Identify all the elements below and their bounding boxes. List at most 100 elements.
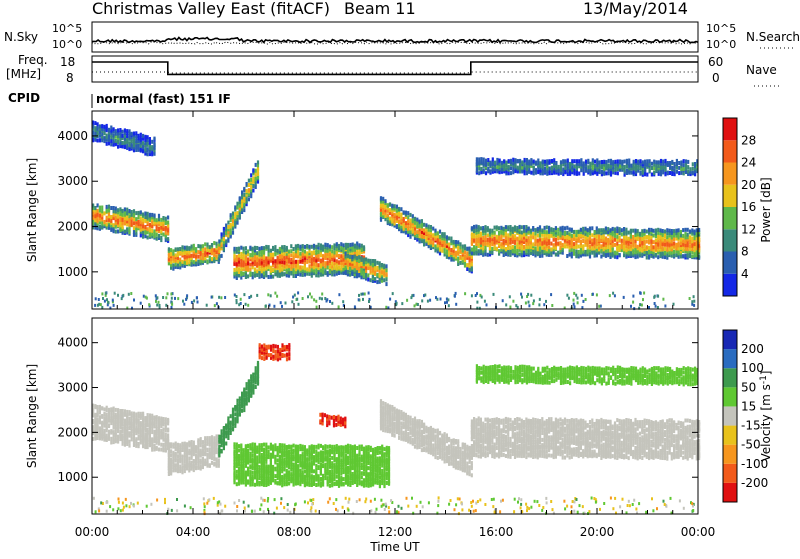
scatter-cell <box>156 415 158 419</box>
scatter-cell <box>186 294 188 297</box>
scatter-cell <box>360 256 362 260</box>
noise-left-tick-top: 10^5 <box>52 22 82 35</box>
scatter-cell <box>628 162 630 166</box>
scatter-cell <box>594 164 596 168</box>
scatter-cell <box>131 132 133 136</box>
scatter-cell <box>181 260 183 264</box>
scatter-cell <box>539 161 541 165</box>
scatter-cell <box>416 224 418 228</box>
scatter-cell <box>94 214 96 218</box>
scatter-cell <box>218 254 220 258</box>
scatter-cell <box>421 299 423 302</box>
scatter-cell <box>223 227 225 231</box>
scatter-cell <box>110 429 112 433</box>
scatter-cell <box>354 244 356 248</box>
scatter-cell <box>221 429 223 433</box>
scatter-cell <box>122 134 124 138</box>
scatter-cell <box>110 219 112 223</box>
scatter-cell <box>621 242 623 246</box>
scatter-cell <box>682 254 684 258</box>
scatter-cell <box>651 173 653 177</box>
scatter-cell <box>617 159 619 163</box>
scatter-cell <box>591 247 593 251</box>
scatter-cell <box>494 226 496 230</box>
scatter-cell <box>473 225 475 229</box>
scatter-cell <box>560 160 562 164</box>
scatter-cell <box>416 218 418 222</box>
scatter-cell <box>142 213 144 217</box>
scatter-cell <box>135 437 137 441</box>
scatter-cell <box>372 269 374 273</box>
scatter-cell <box>171 297 173 300</box>
scatter-cell <box>223 426 225 430</box>
scatter-cell <box>257 167 259 171</box>
scatter-cell <box>523 225 525 229</box>
scatter-cell <box>455 303 457 306</box>
scatter-cell <box>481 296 483 299</box>
scatter-cell <box>666 248 668 252</box>
scatter-cell <box>653 240 655 244</box>
scatter-cell <box>396 205 398 209</box>
scatter-cell <box>575 230 577 234</box>
scatter-cell <box>128 431 130 435</box>
scatter-cell <box>122 427 124 431</box>
scatter-cell <box>153 137 155 141</box>
scatter-cell <box>600 228 602 232</box>
scatter-cell <box>128 228 130 232</box>
scatter-cell <box>204 459 206 463</box>
scatter-cell <box>537 170 539 174</box>
scatter-cell <box>309 293 311 296</box>
scatter-cell <box>206 436 208 440</box>
scatter-cell <box>145 296 147 299</box>
scatter-cell <box>471 262 473 266</box>
scatter-cell <box>138 211 140 215</box>
scatter-cell <box>619 165 621 169</box>
scatter-cell <box>256 257 258 261</box>
scatter-cell <box>197 260 199 264</box>
power-colorbar-label: Power [dB] <box>759 177 773 242</box>
scatter-cell <box>489 161 491 165</box>
scatter-cell <box>256 269 258 273</box>
scatter-cell <box>162 435 164 439</box>
scatter-cell <box>659 241 661 245</box>
scatter-cell <box>184 261 186 265</box>
scatter-cell <box>188 461 190 465</box>
colorbar-swatch <box>723 274 737 296</box>
scatter-cell <box>160 226 162 230</box>
scatter-cell <box>385 272 387 276</box>
scatter-cell <box>313 244 315 248</box>
scatter-cell <box>691 237 693 241</box>
scatter-cell <box>225 442 227 446</box>
scatter-cell <box>233 254 235 258</box>
scatter-cell <box>202 457 204 461</box>
scatter-cell <box>603 160 605 164</box>
scatter-cell <box>664 305 666 308</box>
scatter-cell <box>475 225 477 229</box>
scatter-cell <box>200 465 202 469</box>
scatter-cell <box>115 139 117 143</box>
scatter-cell <box>466 247 468 251</box>
scatter-cell <box>234 212 236 216</box>
scatter-cell <box>122 141 124 145</box>
scatter-cell <box>538 303 540 306</box>
scatter-cell <box>110 414 112 418</box>
scatter-cell <box>327 243 329 247</box>
scatter-cell <box>510 166 512 170</box>
scatter-cell <box>345 243 347 247</box>
scatter-cell <box>619 159 621 163</box>
scatter-cell <box>290 249 292 253</box>
scatter-cell <box>170 458 172 462</box>
scatter-cell <box>336 242 338 246</box>
scatter-cell <box>324 249 326 253</box>
scatter-cell <box>115 207 117 211</box>
scatter-cell <box>117 230 119 234</box>
scatter-cell <box>581 294 583 297</box>
scatter-cell <box>503 239 505 243</box>
scatter-cell <box>660 159 662 163</box>
scatter-cell <box>234 417 236 421</box>
nave-label: Nave <box>746 63 777 77</box>
scatter-cell <box>147 152 149 156</box>
scatter-cell <box>673 237 675 241</box>
scatter-cell <box>605 160 607 164</box>
scatter-cell <box>153 430 155 434</box>
